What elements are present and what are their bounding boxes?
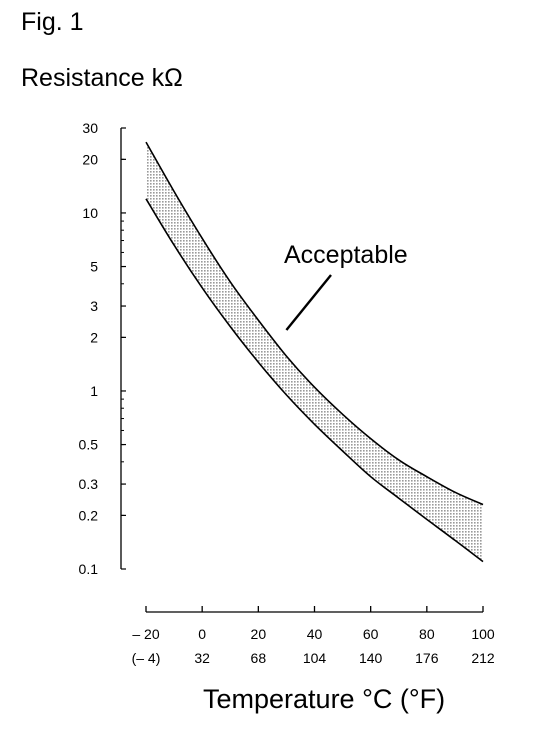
x-tick-label-celsius: 0: [198, 626, 206, 642]
x-tick-label-fahrenheit: 68: [251, 650, 267, 666]
x-axis-title: Temperature °C (°F): [203, 684, 446, 714]
acceptable-band: [146, 142, 483, 562]
y-tick-label: 20: [82, 151, 98, 167]
y-tick-label: 0.1: [79, 561, 99, 577]
y-tick-label: 10: [82, 205, 98, 221]
x-tick-label-celsius: 60: [363, 626, 379, 642]
x-tick-label-celsius: 20: [251, 626, 267, 642]
y-tick-label: 1: [90, 383, 98, 399]
annotation-acceptable: Acceptable: [284, 241, 408, 269]
x-tick-label-fahrenheit: 212: [471, 650, 495, 666]
lower-limit-curve: [145, 198, 484, 563]
y-tick-label: 5: [90, 259, 98, 275]
y-axis-title: Resistance kΩ: [21, 64, 183, 92]
x-tick-label-celsius: – 20: [132, 626, 159, 642]
x-tick-label-fahrenheit: 140: [359, 650, 383, 666]
y-tick-label: 2: [90, 329, 98, 345]
upper-limit-curve: [145, 141, 484, 506]
x-tick-label-fahrenheit: 176: [415, 650, 439, 666]
y-tick-label: 0.5: [79, 437, 99, 453]
x-tick-label-fahrenheit: (– 4): [132, 650, 161, 666]
y-tick-label: 0.3: [79, 476, 99, 492]
y-tick-label: 0.2: [79, 507, 99, 523]
figure-label: Fig. 1: [21, 8, 84, 36]
annotation-leader-line: [285, 274, 332, 331]
x-tick-label-fahrenheit: 32: [194, 650, 210, 666]
x-tick-label-celsius: 40: [307, 626, 323, 642]
y-tick-label: 3: [90, 298, 98, 314]
x-tick-label-celsius: 80: [419, 626, 435, 642]
y-tick-label: 30: [82, 120, 98, 136]
x-tick-label-celsius: 100: [471, 626, 495, 642]
x-tick-label-fahrenheit: 104: [303, 650, 327, 666]
